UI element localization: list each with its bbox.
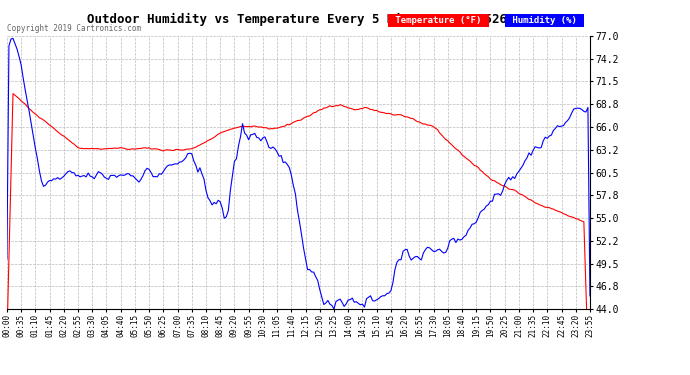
Text: Humidity (%): Humidity (%) <box>507 16 582 25</box>
Text: Copyright 2019 Cartronics.com: Copyright 2019 Cartronics.com <box>7 24 141 33</box>
Text: Outdoor Humidity vs Temperature Every 5 Minutes 20190526: Outdoor Humidity vs Temperature Every 5 … <box>87 13 506 26</box>
Text: Temperature (°F): Temperature (°F) <box>390 16 486 25</box>
